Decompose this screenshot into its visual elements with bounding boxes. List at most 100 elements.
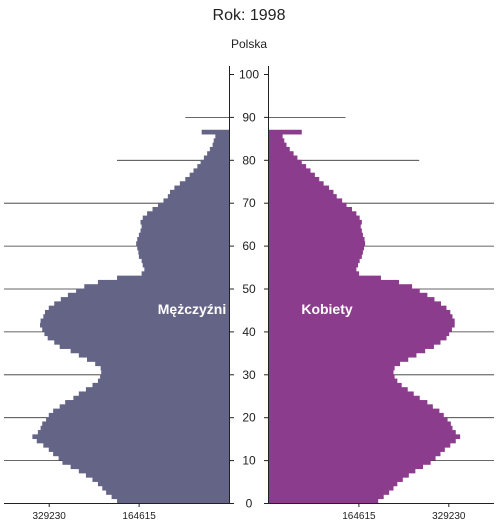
female-bar-age-12 bbox=[269, 447, 445, 452]
female-bar-age-55 bbox=[269, 262, 359, 268]
male-bar-age-19 bbox=[46, 417, 229, 422]
male-bar-age-75 bbox=[185, 176, 229, 182]
female-bar-age-83 bbox=[269, 142, 287, 148]
chart-subtitle: Polska bbox=[230, 37, 268, 51]
male-bar-age-28 bbox=[97, 378, 230, 384]
female-bar-age-58 bbox=[269, 249, 363, 255]
female-bar-age-44 bbox=[269, 309, 451, 315]
male-bar-age-33 bbox=[87, 357, 229, 362]
female-bar-age-31 bbox=[269, 365, 395, 371]
male-bar-age-74 bbox=[179, 181, 229, 186]
value-tick-label-1: 164615 bbox=[122, 511, 156, 522]
female-bar-age-81 bbox=[269, 151, 294, 156]
male-bar-age-57 bbox=[138, 254, 229, 259]
female-bar-age-68 bbox=[269, 206, 353, 212]
female-bar-age-48 bbox=[269, 292, 428, 298]
female-bar-age-32 bbox=[269, 361, 401, 367]
male-bar-age-10 bbox=[58, 455, 229, 461]
male-bar-age-70 bbox=[163, 198, 229, 204]
male-bar-age-49 bbox=[76, 288, 229, 294]
age-tick-label-70: 70 bbox=[242, 196, 256, 210]
female-bar-age-84 bbox=[269, 138, 285, 144]
female-bar-age-15 bbox=[269, 434, 461, 440]
female-bar-age-56 bbox=[269, 258, 360, 264]
female-bar-age-7 bbox=[269, 468, 416, 474]
female-bar-age-39 bbox=[269, 331, 450, 337]
female-bar-age-11 bbox=[269, 451, 441, 457]
male-bar-age-48 bbox=[67, 292, 230, 298]
male-bar-age-59 bbox=[137, 245, 229, 251]
female-bar-age-52 bbox=[269, 275, 381, 281]
female-bar-age-6 bbox=[269, 472, 409, 478]
male-bar-age-56 bbox=[141, 258, 229, 264]
male-bar-age-53 bbox=[141, 271, 229, 277]
female-bar-age-9 bbox=[269, 460, 431, 465]
male-bar-age-51 bbox=[97, 279, 230, 285]
female-bar-age-47 bbox=[269, 297, 435, 302]
male-bar-age-55 bbox=[142, 262, 229, 268]
female-bar-age-10 bbox=[269, 455, 436, 461]
male-bar-age-8 bbox=[70, 464, 229, 470]
male-bar-age-67 bbox=[147, 211, 229, 216]
male-bar-age-71 bbox=[167, 194, 229, 199]
female-bar-age-51 bbox=[269, 279, 399, 285]
female-bar-age-24 bbox=[269, 395, 420, 401]
female-bar-age-41 bbox=[269, 322, 455, 328]
female-bar-age-49 bbox=[269, 288, 420, 294]
male-bar-age-45 bbox=[48, 305, 229, 311]
male-bar-age-63 bbox=[140, 228, 229, 234]
female-bar-age-82 bbox=[269, 146, 290, 152]
female-bar-age-54 bbox=[269, 267, 357, 272]
female-bar-age-66 bbox=[269, 215, 360, 221]
female-bar-age-35 bbox=[269, 348, 426, 354]
female-bar-age-34 bbox=[269, 352, 417, 358]
male-bar-age-18 bbox=[42, 421, 230, 427]
female-bar-age-64 bbox=[269, 224, 361, 229]
male-bar-age-81 bbox=[207, 151, 229, 156]
axes: 0 10 20 30 40 50 60 70 80 90 100 329230 164615 164615… bbox=[4, 66, 494, 522]
female-bar-age-86 bbox=[269, 129, 302, 135]
female-bar-age-33 bbox=[269, 357, 409, 362]
female-bar-age-70 bbox=[269, 198, 343, 204]
female-bar-age-26 bbox=[269, 387, 408, 392]
female-bar-age-2 bbox=[269, 490, 390, 495]
male-bar-age-41 bbox=[40, 322, 229, 328]
female-bar-age-5 bbox=[269, 477, 403, 482]
age-tick-label-40: 40 bbox=[242, 325, 256, 339]
female-bar-age-75 bbox=[269, 176, 320, 182]
male-bar-age-82 bbox=[209, 146, 229, 152]
male-bar-age-23 bbox=[65, 400, 229, 405]
female-bar-age-0 bbox=[269, 498, 379, 504]
female-bar-age-62 bbox=[269, 232, 363, 238]
male-bar-age-5 bbox=[92, 477, 229, 482]
male-bar-age-69 bbox=[158, 202, 229, 208]
male-bar-age-61 bbox=[137, 237, 229, 242]
male-bar-age-80 bbox=[203, 155, 229, 161]
female-bar-age-65 bbox=[269, 219, 362, 225]
age-tick-label-50: 50 bbox=[242, 282, 256, 296]
female-bar-age-63 bbox=[269, 228, 362, 234]
age-tick-label-100: 100 bbox=[239, 68, 259, 82]
male-bar-age-2 bbox=[106, 490, 229, 495]
male-bar-age-85 bbox=[215, 134, 229, 139]
male-bar-age-64 bbox=[141, 224, 229, 229]
female-bar-age-50 bbox=[269, 284, 413, 289]
male-bar-age-38 bbox=[47, 335, 229, 341]
age-tick-label-30: 30 bbox=[242, 368, 256, 382]
female-bar-age-28 bbox=[269, 378, 398, 384]
male-bar-age-77 bbox=[193, 168, 229, 174]
male-bar-age-52 bbox=[117, 275, 229, 281]
male-bar-age-60 bbox=[136, 241, 229, 246]
female-bar-age-38 bbox=[269, 335, 447, 341]
male-bar-age-72 bbox=[170, 189, 229, 195]
female-bar-age-80 bbox=[269, 155, 298, 161]
male-bar-age-84 bbox=[213, 138, 229, 144]
male-bar-age-50 bbox=[84, 284, 229, 289]
female-bar-age-1 bbox=[269, 494, 384, 500]
male-bar-age-43 bbox=[43, 314, 229, 319]
male-bar-age-15 bbox=[32, 434, 230, 440]
female-bar-age-71 bbox=[269, 194, 337, 199]
female-bar-age-30 bbox=[269, 370, 394, 375]
male-bar-age-14 bbox=[36, 438, 229, 444]
